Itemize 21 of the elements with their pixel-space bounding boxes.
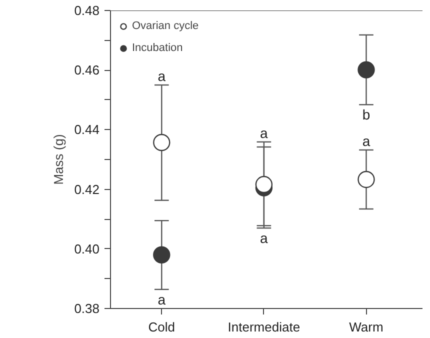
annotation: a — [260, 230, 268, 246]
legend-label: Incubation — [132, 42, 183, 54]
x-tick-label: Intermediate — [228, 320, 300, 334]
point — [153, 246, 170, 264]
y-tick-label: 0.40 — [74, 241, 100, 256]
y-tick-label: 0.44 — [74, 122, 100, 138]
x-tick-label: Warm — [349, 320, 384, 334]
x-tick-label: Cold — [148, 320, 176, 334]
point — [255, 176, 273, 194]
y-tick-label: 0.42 — [74, 182, 100, 197]
y-axis-title: Mass (g) — [51, 134, 66, 185]
y-tick-label: 0.48 — [74, 3, 100, 18]
annotation: a — [158, 291, 166, 308]
legend-label: Ovarian cycle — [132, 20, 199, 32]
annotation: b — [362, 106, 370, 123]
annotation: a — [362, 132, 370, 149]
y-tick-label: 0.38 — [74, 301, 100, 316]
annotation: a — [158, 68, 166, 84]
annotation: a — [260, 124, 268, 141]
point — [358, 61, 375, 78]
y-tick-label: 0.46 — [74, 62, 100, 78]
